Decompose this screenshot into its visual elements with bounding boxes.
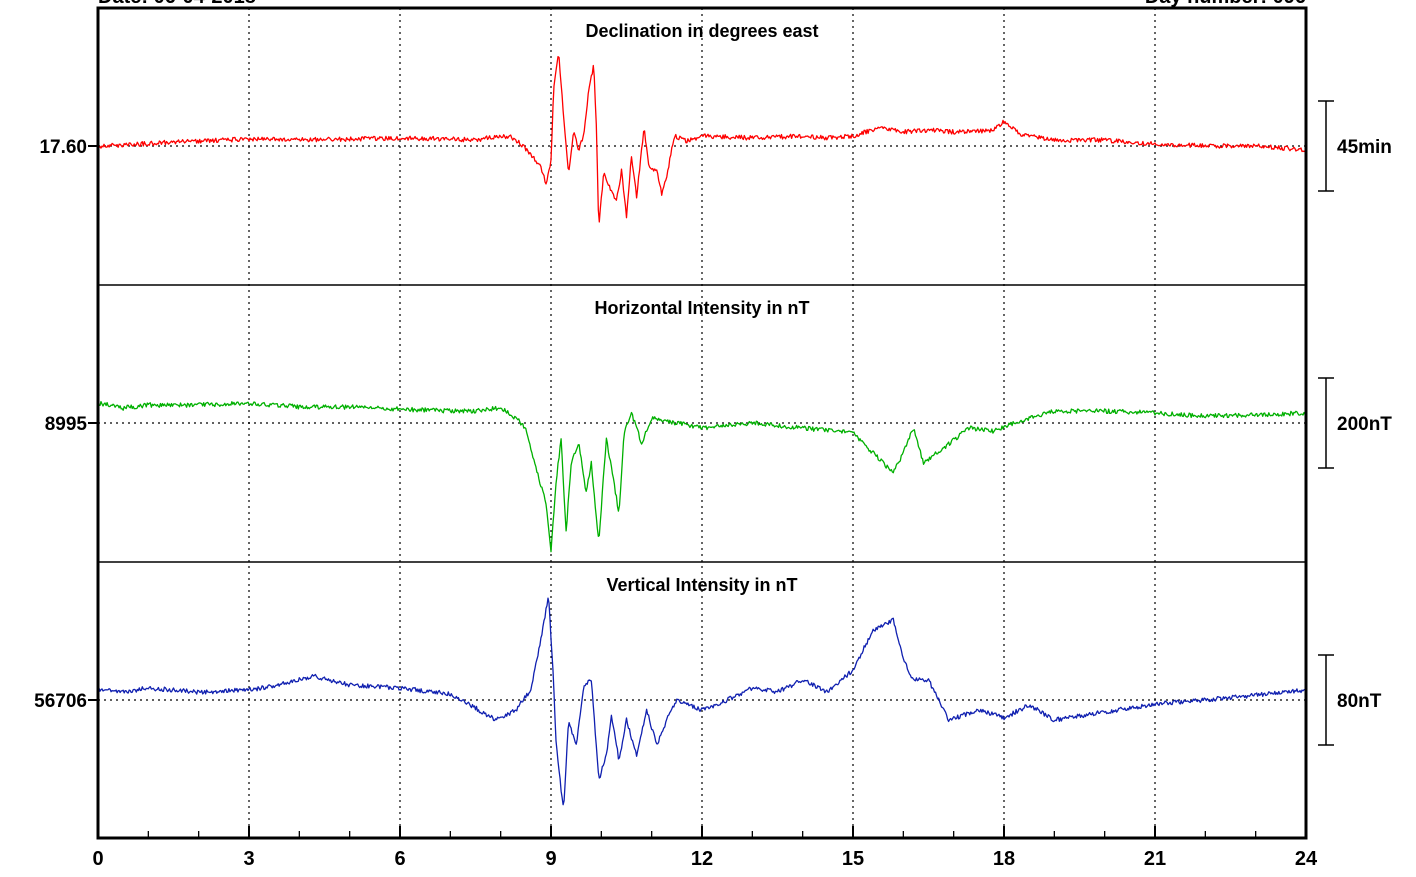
panel-title-0: Declination in degrees east	[585, 21, 818, 41]
x-tick-label-3: 3	[243, 848, 254, 870]
frame-layer	[88, 6, 1334, 840]
labels-layer: Declination in degrees east 17.60 45min Hor…	[34, 21, 1392, 870]
trace-line-0	[97, 55, 1307, 223]
baseline-label-1: 8995	[45, 414, 88, 435]
x-tick-label-9: 9	[545, 848, 556, 870]
grid-layer	[98, 8, 1306, 838]
trace-line-1	[97, 400, 1307, 553]
trace-line-2	[97, 597, 1307, 806]
x-tick-label-6: 6	[394, 848, 405, 870]
day-number-label: Day number: 096	[1145, 0, 1306, 8]
scale-label-0: 45min	[1337, 137, 1392, 158]
x-tick-label-24: 24	[1295, 848, 1318, 870]
panel-title-2: Vertical Intensity in nT	[606, 575, 797, 595]
date-label: Date: 06-04-2018	[98, 0, 256, 8]
x-tick-label-12: 12	[691, 848, 713, 870]
x-tick-label-15: 15	[842, 848, 864, 870]
baseline-label-0: 17.60	[39, 137, 87, 158]
traces-layer	[97, 55, 1307, 806]
panel-title-1: Horizontal Intensity in nT	[595, 298, 810, 318]
x-tick-label-0: 0	[92, 848, 103, 870]
x-tick-label-21: 21	[1144, 848, 1166, 870]
x-tick-label-18: 18	[993, 848, 1015, 870]
scale-label-1: 200nT	[1337, 414, 1392, 435]
baseline-label-2: 56706	[34, 691, 87, 712]
scale-label-2: 80nT	[1337, 691, 1382, 712]
